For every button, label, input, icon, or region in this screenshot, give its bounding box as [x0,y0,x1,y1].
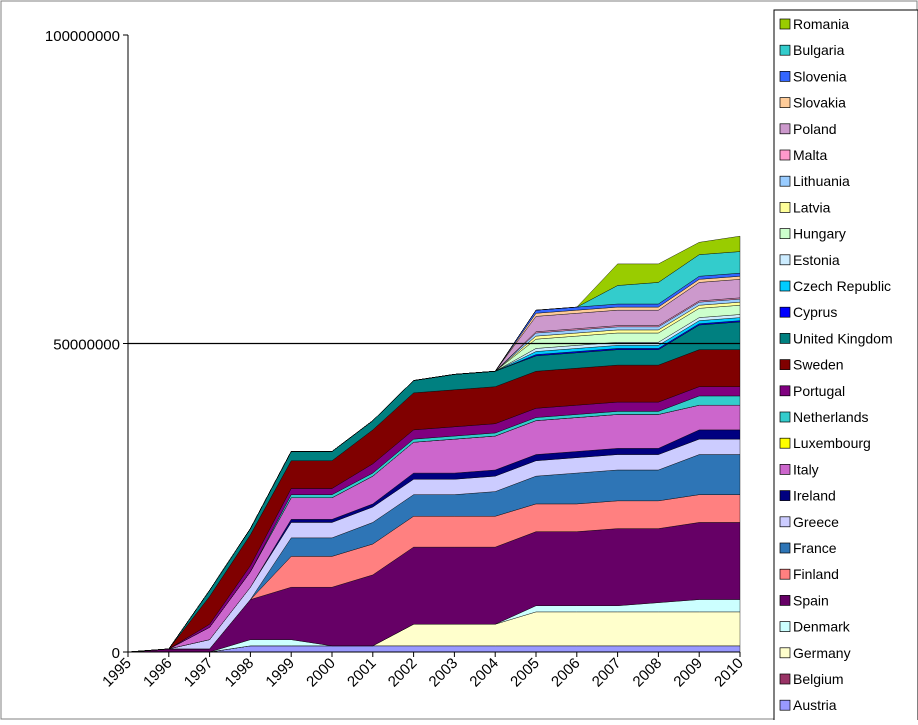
legend-swatch-lithuania [779,175,791,187]
legend-swatch-france [779,542,791,554]
legend-label-lithuania: Lithuania [793,173,850,189]
legend-swatch-finland [779,568,791,580]
legend-label-estonia: Estonia [793,252,840,268]
legend-label-poland: Poland [793,121,837,137]
legend-label-austria: Austria [793,697,837,713]
legend-label-germany: Germany [793,645,851,661]
x-tick-label: 2004 [466,655,502,691]
legend-swatch-portugal [779,385,791,397]
legend-label-portugal: Portugal [793,383,845,399]
legend-label-slovakia: Slovakia [793,95,846,111]
legend-label-denmark: Denmark [793,619,851,635]
legend-label-hungary: Hungary [793,226,846,242]
x-tick-label: 2005 [507,655,543,691]
legend-label-italy: Italy [793,461,819,477]
legend-swatch-slovenia [779,71,791,82]
legend-label-romania: Romania [793,16,849,32]
x-tick-label: 1998 [222,655,258,691]
legend-label-sweden: Sweden [793,357,844,373]
legend-swatch-united-kingdom [779,333,791,344]
x-tick-label: 2002 [385,655,421,691]
y-tick-label: 50000000 [53,337,120,354]
legend-swatch-slovakia [779,97,791,108]
legend-label-greece: Greece [793,514,839,530]
legend-label-united-kingdom: United Kingdom [793,330,893,346]
x-tick-label: 2007 [589,655,625,691]
legend-swatch-denmark [779,621,791,632]
x-tick-label: 2008 [630,655,666,691]
x-tick-label: 2003 [426,655,462,691]
x-tick-label: 2000 [303,655,339,691]
legend-swatch-sweden [779,359,791,370]
legend-swatch-latvia [779,202,791,213]
legend-label-belgium: Belgium [793,671,844,687]
y-tick-label: 0 [112,645,120,662]
legend-label-malta: Malta [793,147,827,163]
x-tick-label: 1997 [181,655,217,691]
legend-label-czech-republic: Czech Republic [793,278,891,294]
legend-swatch-bulgaria [779,44,791,56]
legend-swatch-cyprus [779,306,791,318]
legend-swatch-belgium [779,673,791,685]
area-romania [127,235,741,653]
x-tick-label: 2010 [711,655,747,691]
legend-swatch-luxembourg [779,437,791,449]
x-tick-label: 2001 [344,655,380,691]
legend-box [773,9,918,724]
y-tick-label: 100000000 [45,28,120,45]
plot-area [127,235,741,653]
legend-swatch-czech-republic [779,280,791,292]
legend-swatch-ireland [779,490,791,501]
legend-label-bulgaria: Bulgaria [793,42,845,58]
legend-label-finland: Finland [793,566,839,582]
legend-label-netherlands: Netherlands [793,409,869,425]
legend-swatch-italy [779,464,791,475]
legend-label-slovenia: Slovenia [793,68,847,84]
legend: Romania Bulgaria Slovenia Slovakia Poland Mal… [773,9,918,724]
legend-label-luxembourg: Luxembourg [793,435,871,451]
legend-swatch-poland [779,123,791,135]
x-tick-label: 1995 [99,655,135,691]
legend-label-cyprus: Cyprus [793,304,837,320]
legend-swatch-germany [779,647,791,659]
legend-label-ireland: Ireland [793,488,836,504]
legend-swatch-romania [779,18,791,30]
legend-label-latvia: Latvia [793,199,831,215]
legend-swatch-hungary [779,228,791,239]
legend-label-spain: Spain [793,592,829,608]
legend-swatch-austria [779,699,791,711]
x-tick-label: 1996 [140,655,176,691]
legend-swatch-spain [779,595,791,606]
x-tick-label: 2006 [548,655,584,691]
legend-swatch-estonia [779,254,791,266]
legend-swatch-netherlands [779,411,791,423]
legend-swatch-malta [779,149,791,161]
legend-swatch-greece [779,516,791,528]
legend-label-france: France [793,540,837,556]
x-tick-label: 2009 [670,655,706,691]
x-tick-label: 1999 [262,655,298,691]
